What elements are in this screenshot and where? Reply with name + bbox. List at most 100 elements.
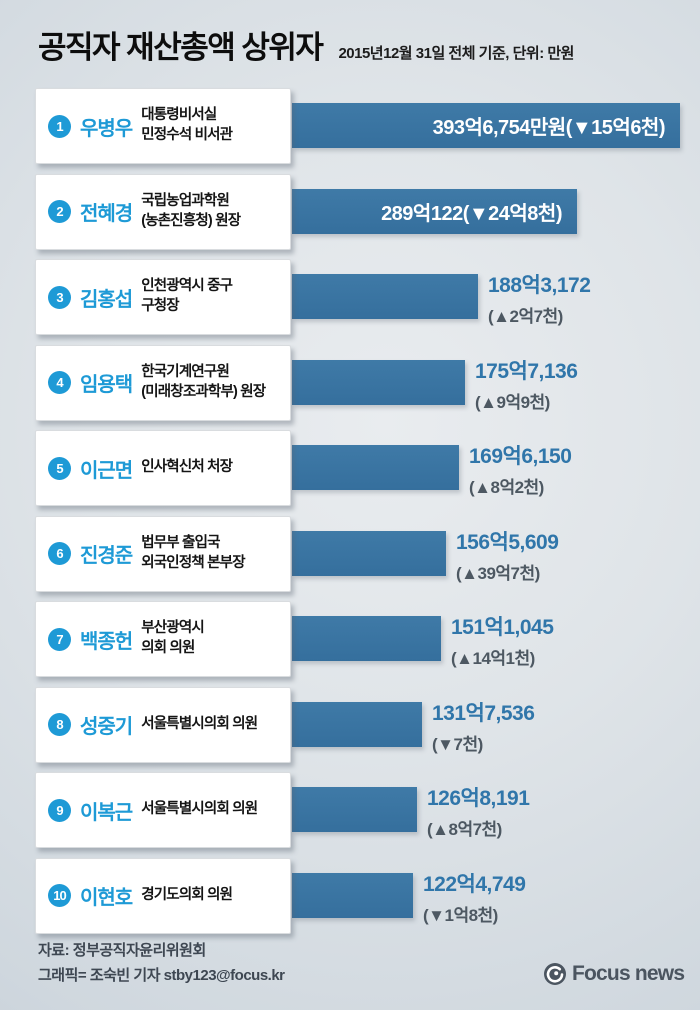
focus-news-logo: Focus news	[543, 962, 685, 986]
rank-badge: 10	[48, 884, 71, 907]
asset-bar: 289억122(▼24억8천)	[292, 188, 577, 234]
official-name: 우병우	[80, 117, 133, 140]
rank-number: 5	[56, 460, 63, 476]
official-card: 9 이복근 서울특별시의회 의원	[35, 772, 291, 848]
official-card: 1 우병우 대통령비서실 민정수석 비서관	[35, 88, 291, 164]
asset-bar: 175억7,136	[292, 359, 465, 405]
official-name: 임용택	[80, 374, 133, 396]
asset-change: (▼1억8천)	[423, 905, 498, 925]
official-card: 8 성중기 서울특별시의회 의원	[35, 686, 291, 763]
asset-bar: 131억7,536	[292, 701, 422, 747]
rank-row: 188억3,172 3 김홍섭 인천광역시 중구 구청장 188억3,172 (…	[0, 259, 700, 345]
rank-row: 169억6,150 5 이근면 인사혁신처 처장 169억6,150 (▲8억2…	[0, 430, 700, 516]
page-title: 공직자 재산총액 상위자	[38, 30, 324, 65]
header: 공직자 재산총액 상위자 2015년12월 31일 전체 기준, 단위: 만원	[38, 22, 574, 67]
asset-value: 122억4,749	[423, 872, 526, 896]
rank-badge: 4	[48, 371, 71, 394]
asset-change: (▲39억7천)	[456, 563, 540, 583]
asset-bar: 122억4,749	[292, 872, 413, 918]
focus-news-logo-icon	[544, 963, 566, 985]
asset-change: (▲2억7천)	[488, 307, 563, 326]
official-name: 김홍섭	[80, 288, 133, 311]
asset-change: (▼7천)	[432, 734, 483, 754]
asset-change: (▲8억2천)	[469, 478, 544, 497]
rank-number: 2	[56, 204, 63, 219]
official-name: 이근면	[80, 459, 133, 482]
asset-bar: 393억6,754만원(▼15억6천)	[292, 103, 680, 148]
asset-value-block: 131억7,536 (▼7천)	[432, 697, 535, 755]
official-position: 한국기계연구원 (미래창조과학부) 원장	[141, 363, 266, 400]
rank-row: 151억1,045 7 백종헌 부산광역시 의회 의원 151억1,045 (▲…	[0, 601, 700, 687]
asset-bar: 126억8,191	[292, 787, 417, 832]
asset-change: (▲14억1천)	[451, 649, 535, 668]
asset-bar: 156억5,609	[292, 530, 446, 576]
asset-value-block: 175억7,136 (▲9억9천)	[475, 355, 578, 413]
rank-badge: 6	[48, 542, 71, 565]
official-position: 서울특별시의회 의원	[141, 801, 258, 818]
asset-value-block: 156억5,609 (▲39억7천)	[456, 526, 559, 584]
official-name: 전혜경	[80, 203, 133, 225]
rank-badge: 3	[48, 285, 71, 309]
asset-value: 175억7,136	[475, 359, 578, 383]
rank-row: 156억5,609 6 진경준 법무부 출입국 외국인정책 본부장 156억5,…	[0, 515, 700, 602]
asset-value-block: 188억3,172 (▲2억7천)	[488, 269, 591, 327]
rank-badge: 9	[48, 798, 71, 822]
rank-number: 4	[56, 375, 63, 390]
official-position: 경기도의회 의원	[141, 886, 233, 903]
rank-badge: 5	[48, 456, 71, 480]
rank-row: 393억6,754만원(▼15억6천) 1 우병우 대통령비서실 민정수석 비서…	[0, 88, 700, 174]
asset-bar: 188억3,172	[292, 274, 478, 319]
rank-badge: 1	[48, 114, 71, 138]
rank-row: 122억4,749 10 이현호 경기도의회 의원 122억4,749 (▼1억…	[0, 857, 700, 944]
asset-value: 169억6,150	[469, 445, 572, 468]
rank-row: 126억8,191 9 이복근 서울특별시의회 의원 126억8,191 (▲8…	[0, 772, 700, 858]
asset-value-block: 169억6,150 (▲8억2천)	[469, 440, 572, 498]
asset-change: (▲9억9천)	[475, 392, 550, 412]
rank-row: 289억122(▼24억8천) 2 전혜경 국립농업과학원 (농촌진흥청) 원장…	[0, 173, 700, 260]
official-name: 백종헌	[80, 630, 133, 653]
official-name: 성중기	[80, 716, 133, 738]
rank-badge: 2	[48, 200, 71, 223]
asset-value-block: 126억8,191 (▲8억7천)	[427, 782, 530, 840]
rank-number: 3	[56, 289, 63, 305]
asset-value: 151억1,045	[451, 616, 554, 639]
rank-number: 7	[56, 631, 63, 647]
official-position: 인사혁신처 처장	[141, 459, 233, 476]
asset-change: (▲8억7천)	[427, 820, 502, 839]
asset-value-in-bar: 289억122(▼24억8천)	[381, 202, 562, 225]
rank-row: 175억7,136 4 임용택 한국기계연구원 (미래창조과학부) 원장 175…	[0, 344, 700, 431]
asset-value: 156억5,609	[456, 530, 559, 554]
official-position: 대통령비서실 민정수석 비서관	[141, 107, 233, 143]
footer-credit: 그래픽= 조숙빈 기자 stby123@focus.kr	[38, 967, 285, 984]
official-position: 국립농업과학원 (농촌진흥청) 원장	[141, 192, 241, 229]
official-position: 법무부 출입국 외국인정책 본부장	[141, 534, 245, 571]
rank-row: 131억7,536 8 성중기 서울특별시의회 의원 131억7,536 (▼7…	[0, 686, 700, 773]
rank-number: 10	[53, 888, 67, 903]
focus-news-logo-text: Focus news	[572, 962, 685, 985]
asset-value-block: 151억1,045 (▲14억1천)	[451, 611, 554, 669]
rank-number: 9	[56, 802, 63, 818]
asset-value: 126억8,191	[427, 787, 530, 810]
rank-badge: 8	[48, 713, 71, 736]
rank-badge: 7	[48, 627, 71, 651]
asset-bar: 169억6,150	[292, 445, 459, 490]
official-position: 인천광역시 중구 구청장	[141, 278, 233, 314]
asset-value: 188억3,172	[488, 274, 591, 297]
asset-value: 131억7,536	[432, 701, 535, 725]
official-name: 이복근	[80, 801, 133, 824]
asset-value-in-bar: 393억6,754만원(▼15억6천)	[432, 117, 666, 139]
official-card: 5 이근면 인사혁신처 처장	[35, 430, 291, 506]
official-position: 부산광역시 의회 의원	[141, 620, 204, 656]
page-subtitle: 2015년12월 31일 전체 기준, 단위: 만원	[338, 45, 574, 62]
official-card: 4 임용택 한국기계연구원 (미래창조과학부) 원장	[35, 344, 291, 421]
official-position: 서울특별시의회 의원	[141, 715, 258, 732]
footer-source: 자료: 정부공직자윤리위원회	[38, 942, 206, 959]
rank-number: 8	[56, 717, 63, 732]
official-card: 10 이현호 경기도의회 의원	[35, 857, 291, 934]
official-card: 2 전혜경 국립농업과학원 (농촌진흥청) 원장	[35, 173, 291, 250]
asset-value-block: 122억4,749 (▼1억8천)	[423, 868, 526, 926]
official-name: 이현호	[80, 887, 133, 909]
official-card: 3 김홍섭 인천광역시 중구 구청장	[35, 259, 291, 335]
official-card: 6 진경준 법무부 출입국 외국인정책 본부장	[35, 515, 291, 592]
